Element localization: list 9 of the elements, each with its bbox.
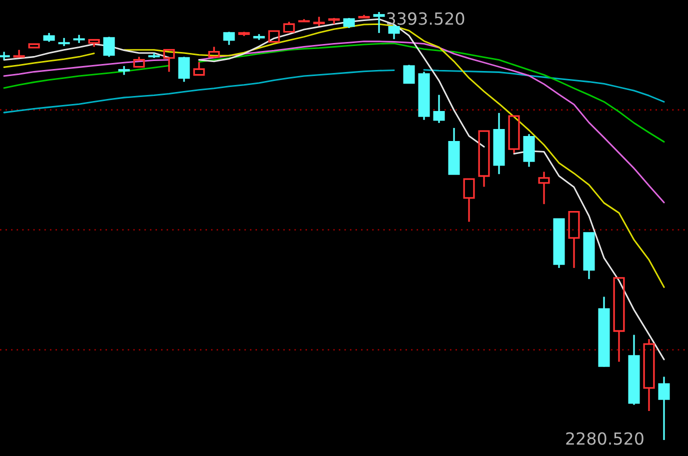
candlestick <box>118 65 130 76</box>
annotation: 3393.520 <box>387 12 464 25</box>
candlestick <box>628 334 640 406</box>
candlestick <box>658 376 670 441</box>
candlestick <box>433 94 445 124</box>
candlestick <box>493 112 505 175</box>
candlestick <box>538 170 550 205</box>
annotation: 2280.520 <box>566 432 644 445</box>
candlestick <box>643 338 655 412</box>
